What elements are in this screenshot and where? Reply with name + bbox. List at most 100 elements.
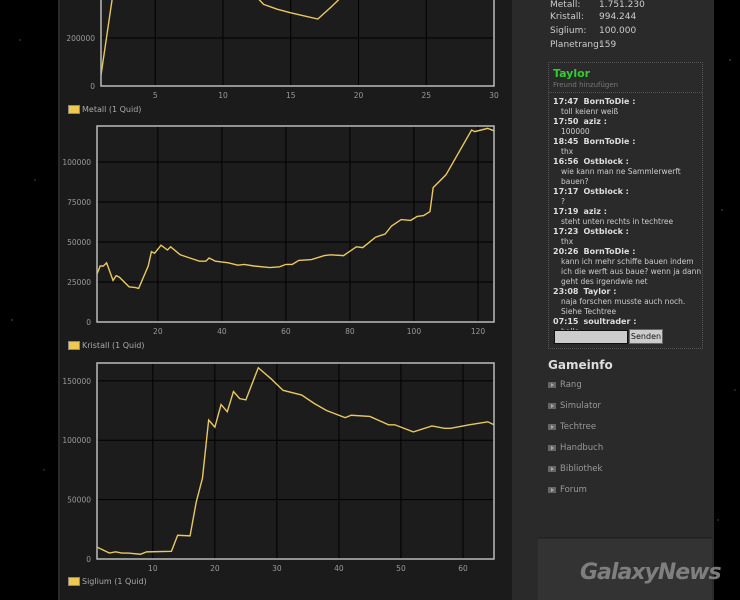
x-tick-label: 30 xyxy=(272,564,282,573)
stat-metall: Metall: 1.751.230 xyxy=(550,0,645,11)
message-user[interactable]: BornToDie : xyxy=(583,137,636,146)
message-user[interactable]: aziz : xyxy=(583,117,607,126)
message-time: 17:23 xyxy=(553,227,579,236)
x-tick-label: 40 xyxy=(334,564,344,573)
plot-area xyxy=(97,363,494,559)
kristall-chart: 20 40 60 80 100 120 0 25000 50000 75000 100000 xyxy=(62,125,495,336)
gameinfo-link-simulator[interactable]: Simulator xyxy=(548,401,601,411)
message-user[interactable]: BornToDie : xyxy=(583,97,636,106)
message-text: naja forschen musste auch noch. Siehe Te… xyxy=(561,297,686,316)
y-tick-label: 100000 xyxy=(62,158,91,167)
send-button[interactable]: Senden xyxy=(629,329,663,344)
gameinfo-link-forum[interactable]: Forum xyxy=(548,485,587,495)
message-user[interactable]: Ostblock : xyxy=(583,157,629,166)
y-tick-label: 50000 xyxy=(67,238,91,247)
plot-border xyxy=(100,0,495,87)
message-time: 17:50 xyxy=(553,117,579,126)
message-time: 18:45 xyxy=(553,137,579,146)
message-user[interactable]: BornToDie : xyxy=(583,247,636,256)
message-time: 07:15 xyxy=(553,317,579,326)
chat-message: 17:47 BornToDie : toll keienr weiß xyxy=(553,97,703,117)
gameinfo-link-techtree[interactable]: Techtree xyxy=(548,422,596,432)
message-user[interactable]: aziz : xyxy=(583,207,607,216)
message-header: 16:56 Ostblock : xyxy=(553,157,703,167)
message-header: 17:23 Ostblock : xyxy=(553,227,703,237)
y-tick-label: 0 xyxy=(90,82,95,91)
x-tick-label: 80 xyxy=(345,327,355,336)
stat-value: 994.244 xyxy=(599,12,637,22)
message-user[interactable]: Taylor : xyxy=(583,287,617,296)
chat-message: 20:26 BornToDie : kann ich mehr schiffe ba… xyxy=(553,247,703,287)
chat-messages: 17:47 BornToDie : toll keienr weiß 17:50 azi… xyxy=(553,97,703,337)
y-tick-label: 100000 xyxy=(62,436,91,445)
y-tick-label: 50000 xyxy=(67,496,91,505)
legend-metall: Metall (1 Quid) xyxy=(68,105,141,114)
link-label: Bibliothek xyxy=(560,464,603,474)
gameinfo-heading: Gameinfo xyxy=(548,358,613,372)
gameinfo-link-bibliothek[interactable]: Bibliothek xyxy=(548,464,602,474)
arrow-right-icon xyxy=(548,403,556,409)
chat-box: Taylor Freund hinzufügen 17:47 BornToDie … xyxy=(548,62,703,349)
sidebar-footer xyxy=(538,539,712,600)
metall-chart: 5 10 15 20 25 30 0 200000 xyxy=(66,0,499,100)
stat-label: Kristall: xyxy=(550,12,584,22)
message-header: 17:47 BornToDie : xyxy=(553,97,703,107)
chat-message: 16:56 Ostblock : wie kann man ne Sammlerwe… xyxy=(553,157,703,187)
message-header: 07:15 soultrader : xyxy=(553,317,703,327)
y-tick-label: 150000 xyxy=(62,377,91,386)
arrow-right-icon xyxy=(548,487,556,493)
message-text: ? xyxy=(561,197,565,206)
sidebar xyxy=(538,0,712,538)
chat-message: 17:23 Ostblock : thx xyxy=(553,227,703,247)
message-time: 17:19 xyxy=(553,207,579,216)
link-label: Forum xyxy=(560,485,587,495)
stat-siglium: Siglium: 100.000 xyxy=(550,26,636,37)
arrow-right-icon xyxy=(548,382,556,388)
siglium-chart: 10 20 30 40 50 60 0 50000 100000 150000 xyxy=(62,362,495,573)
add-friend-link[interactable]: Freund hinzufügen xyxy=(553,81,619,89)
x-tick-label: 100 xyxy=(407,327,422,336)
link-label: Techtree xyxy=(560,422,597,432)
plot-area xyxy=(101,0,494,86)
stat-value: 1.751.230 xyxy=(599,0,645,10)
x-tick-label: 25 xyxy=(421,91,431,100)
gameinfo-link-rang[interactable]: Rang xyxy=(548,380,582,390)
stat-label: Planetrang: xyxy=(550,40,602,50)
x-tick-label: 5 xyxy=(153,91,158,100)
message-user[interactable]: Ostblock : xyxy=(583,187,629,196)
stat-label: Siglium: xyxy=(550,26,587,36)
message-text: kann ich mehr schiffe bauen indem ich di… xyxy=(561,257,702,286)
message-text: thx xyxy=(561,147,574,156)
y-tick-label: 0 xyxy=(86,318,91,327)
x-tick-label: 10 xyxy=(218,91,228,100)
message-header: 17:19 aziz : xyxy=(553,207,703,217)
gameinfo-link-handbuch[interactable]: Handbuch xyxy=(548,443,603,453)
message-header: 17:50 aziz : xyxy=(553,117,703,127)
y-tick-label: 25000 xyxy=(67,278,91,287)
legend-swatch xyxy=(68,341,80,350)
chat-message: 18:45 BornToDie : thx xyxy=(553,137,703,157)
message-header: 23:08 Taylor : xyxy=(553,287,703,297)
stat-value: 100.000 xyxy=(599,26,637,36)
message-header: 17:17 Ostblock : xyxy=(553,187,703,197)
arrow-right-icon xyxy=(548,445,556,451)
stat-kristall: Kristall: 994.244 xyxy=(550,12,636,23)
x-tick-label: 30 xyxy=(489,91,499,100)
legend-kristall: Kristall (1 Quid) xyxy=(68,341,145,350)
message-header: 18:45 BornToDie : xyxy=(553,137,703,147)
message-time: 23:08 xyxy=(553,287,579,296)
stat-label: Metall: xyxy=(550,0,581,10)
chat-message: 23:08 Taylor : naja forschen musste auch n… xyxy=(553,287,703,317)
y-tick-label: 0 xyxy=(86,555,91,564)
message-user[interactable]: Ostblock : xyxy=(583,227,629,236)
message-time: 17:17 xyxy=(553,187,579,196)
plot-border xyxy=(96,362,495,560)
chat-input[interactable] xyxy=(554,330,628,344)
arrow-right-icon xyxy=(548,424,556,430)
chat-user-name[interactable]: Taylor xyxy=(553,67,591,80)
message-text: toll keienr weiß xyxy=(561,107,619,116)
message-user[interactable]: soultrader : xyxy=(583,317,637,326)
message-time: 16:56 xyxy=(553,157,579,166)
message-text: wie kann man ne Sammlerwerft bauen? xyxy=(561,167,681,186)
message-text: 100000 xyxy=(561,127,590,136)
